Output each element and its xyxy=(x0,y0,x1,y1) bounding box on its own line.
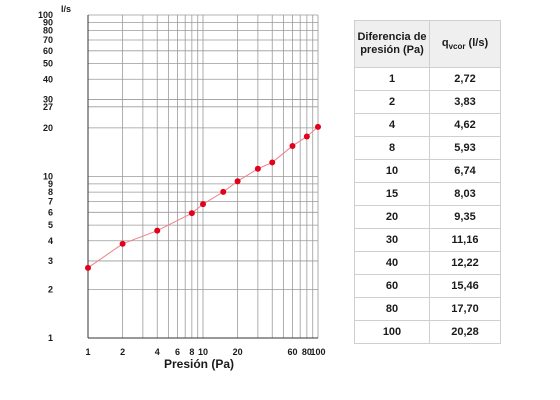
y-tick-label: 4 xyxy=(48,236,53,246)
data-point xyxy=(315,123,321,130)
y-tick-label: 20 xyxy=(43,123,53,133)
pressure-cell: 10 xyxy=(354,159,430,183)
flow-header: qvcor (l/s) xyxy=(429,20,501,68)
pressure-difference-header: Diferencia de presión (Pa) xyxy=(354,20,430,68)
y-tick-label: 5 xyxy=(48,220,53,230)
y-tick-label: 10 xyxy=(43,172,53,182)
y-tick-label: 100 xyxy=(38,10,53,20)
pressure-cell: 2 xyxy=(354,90,430,114)
flow-cell: 2,72 xyxy=(429,67,501,91)
x-tick-label: 8 xyxy=(189,347,194,357)
pressure-cell: 60 xyxy=(354,274,430,298)
x-tick-label: 60 xyxy=(287,347,297,357)
table-row: 1 2,72 xyxy=(354,67,501,91)
table-row: 60 15,46 xyxy=(354,274,501,298)
x-tick-label: 20 xyxy=(233,347,243,357)
y-tick-label: 80 xyxy=(43,26,53,36)
flow-header-unit: (l/s) xyxy=(465,36,489,49)
y-tick-label: 6 xyxy=(48,207,53,217)
data-point xyxy=(269,159,276,166)
table-row: 80 17,70 xyxy=(354,297,501,321)
data-point xyxy=(289,142,296,149)
pressure-cell: 1 xyxy=(354,67,430,91)
y-tick-label: 90 xyxy=(43,17,53,27)
flow-cell: 9,35 xyxy=(429,205,501,229)
data-point xyxy=(154,227,161,234)
y-tick-label: 7 xyxy=(48,197,53,207)
data-point xyxy=(254,165,261,172)
y-tick-label: 40 xyxy=(43,74,53,84)
x-tick-label: 6 xyxy=(175,347,180,357)
table-row: 15 8,03 xyxy=(354,182,501,206)
y-tick-label: 50 xyxy=(43,59,53,69)
y-tick-label: 70 xyxy=(43,35,53,45)
x-tick-label: 2 xyxy=(120,347,125,357)
flow-cell: 12,22 xyxy=(429,251,501,275)
flow-header-symbol: q xyxy=(441,36,449,49)
data-point xyxy=(85,264,91,271)
flow-cell: 6,74 xyxy=(429,159,501,183)
pressure-cell: 40 xyxy=(354,251,430,275)
pressure-cell: 8 xyxy=(354,136,430,160)
table-row: 30 11,16 xyxy=(354,228,501,252)
y-tick-label: 9 xyxy=(48,179,53,189)
x-axis-title: Presión (Pa) xyxy=(164,357,234,371)
table-row: 4 4,62 xyxy=(354,113,501,137)
data-point xyxy=(303,133,310,140)
pressure-cell: 4 xyxy=(354,113,430,137)
table-row: 40 12,22 xyxy=(354,251,501,275)
y-tick-label: 3 xyxy=(48,256,53,266)
y-tick-label: 60 xyxy=(43,46,53,56)
pressure-cell: 20 xyxy=(354,205,430,229)
pressure-flow-table: Diferencia de presión (Pa) qvcor (l/s) 1… xyxy=(354,20,501,344)
y-tick-label: 8 xyxy=(48,187,53,197)
pressure-cell: 80 xyxy=(354,297,430,321)
flow-header-subscript: vcor xyxy=(448,42,466,51)
y-tick-label: 27 xyxy=(43,102,53,112)
table-row: 10 6,74 xyxy=(354,159,501,183)
x-tick-label: 100 xyxy=(310,347,325,357)
table-row: 20 9,35 xyxy=(354,205,501,229)
y-axis-unit-label: l/s xyxy=(61,4,71,14)
table-row: 8 5,93 xyxy=(354,136,501,160)
pressure-cell: 15 xyxy=(354,182,430,206)
data-point xyxy=(234,178,241,185)
data-point xyxy=(188,210,195,217)
flow-cell: 3,83 xyxy=(429,90,501,114)
data-point xyxy=(200,201,206,208)
flow-cell: 15,46 xyxy=(429,274,501,298)
x-tick-label: 10 xyxy=(198,347,208,357)
y-tick-label: 30 xyxy=(43,94,53,104)
flow-cell: 8,03 xyxy=(429,182,501,206)
x-tick-label: 4 xyxy=(155,347,160,357)
pressure-cell: 30 xyxy=(354,228,430,252)
table-row: 100 20,28 xyxy=(354,320,501,344)
flow-cell: 4,62 xyxy=(429,113,501,137)
x-tick-label: 1 xyxy=(85,347,90,357)
table-row: 2 3,83 xyxy=(354,90,501,114)
table-header-row: Diferencia de presión (Pa) qvcor (l/s) xyxy=(354,20,501,68)
flow-cell: 17,70 xyxy=(429,297,501,321)
x-tick-label: 80 xyxy=(302,347,312,357)
flow-cell: 5,93 xyxy=(429,136,501,160)
pressure-cell: 100 xyxy=(354,320,430,344)
data-point xyxy=(220,188,227,195)
y-tick-label: 1 xyxy=(48,333,53,343)
y-tick-label: 2 xyxy=(48,284,53,294)
data-point xyxy=(119,240,126,247)
table-body: 1 2,72 2 3,83 4 4,62 8 5,93 10 6,74 15 8,03 20 9,35 30… xyxy=(354,67,501,344)
flow-cell: 20,28 xyxy=(429,320,501,344)
flow-cell: 11,16 xyxy=(429,228,501,252)
